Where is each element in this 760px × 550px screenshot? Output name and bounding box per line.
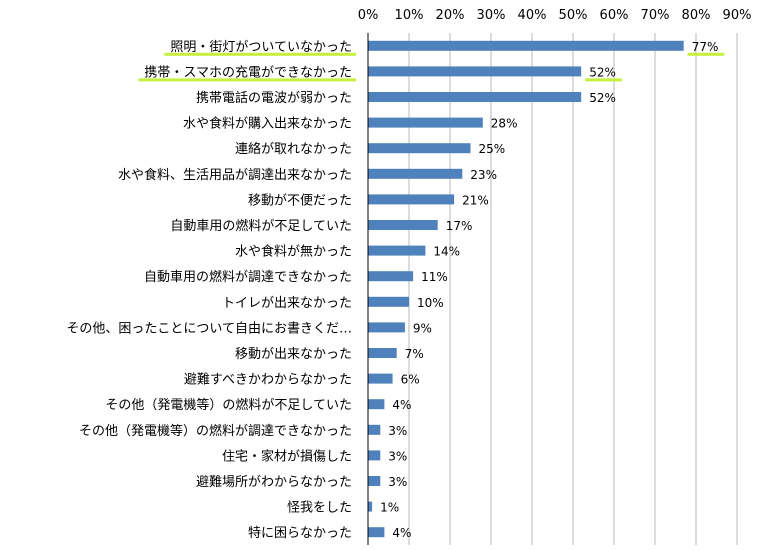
x-tick-label: 20% (436, 8, 465, 23)
data-label: 77% (692, 40, 719, 54)
data-labels: 77% 52% 52% 28% 25% 23% 21% 17% 14% 11% 10% 9% 7% 6% 4… (380, 40, 718, 540)
bars (368, 40, 684, 538)
x-tick-label: 40% (518, 8, 547, 23)
category-label: 特に困らなかった (248, 526, 352, 541)
x-tick-label: 0% (358, 8, 379, 23)
data-label: 21% (462, 193, 489, 207)
category-labels: 照明・街灯がついていなかった携帯・スマホの充電ができなかった携帯電話の電波が弱か… (66, 40, 352, 541)
category-label: トイレが出来なかった (222, 296, 352, 311)
category-label: 水や食料、生活用品が調達出来なかった (118, 167, 352, 183)
data-label: 52% (589, 65, 616, 79)
category-label: 移動が出来なかった (235, 347, 352, 362)
category-label: その他（発電機等）の燃料が調達できなかった (79, 423, 352, 439)
bar (368, 92, 582, 102)
category-label: 自動車用の燃料が不足していた (170, 218, 352, 234)
data-label: 6% (401, 373, 420, 387)
bar (368, 220, 438, 230)
x-tick-label: 50% (559, 8, 588, 23)
data-label: 25% (479, 142, 506, 156)
category-label: 照明・街灯がついていなかった (170, 40, 352, 55)
category-label: 避難すべきかわからなかった (184, 373, 352, 388)
data-label: 7% (405, 347, 424, 361)
bar (368, 348, 397, 358)
bar (368, 399, 385, 410)
data-label: 17% (446, 219, 473, 233)
x-axis-ticks: 0% 10% 20% 30% 40% 50% 60% 70% 80% 90% (358, 8, 752, 23)
category-label: その他（発電機等）の燃料が不足していた (105, 397, 352, 413)
bar (368, 476, 381, 486)
category-label: 移動が不便だった (248, 193, 352, 208)
data-label: 4% (392, 526, 411, 540)
category-label: 住宅・家材が損傷した (222, 448, 352, 464)
data-label: 1% (380, 501, 399, 515)
bar (368, 373, 393, 384)
category-label: 携帯電話の電波が弱かった (196, 90, 352, 106)
data-label: 52% (589, 91, 616, 105)
x-tick-label: 80% (682, 8, 711, 23)
x-tick-label: 90% (723, 8, 752, 23)
x-tick-label: 10% (395, 8, 424, 23)
category-label: 水や食料が購入出来なかった (183, 116, 352, 132)
data-label: 14% (433, 245, 460, 259)
bar (368, 450, 381, 461)
bar (368, 322, 405, 333)
bar (368, 296, 409, 307)
data-label: 4% (392, 398, 411, 412)
data-label-highlight (687, 52, 725, 56)
x-tick-label: 30% (477, 8, 506, 23)
category-label: 自動車用の燃料が調達できなかった (144, 269, 352, 285)
bar (368, 271, 414, 282)
data-label: 28% (491, 117, 518, 131)
bar (368, 527, 385, 538)
bar (368, 66, 582, 77)
bar (368, 424, 381, 435)
category-label: 怪我をした (287, 501, 352, 516)
data-label: 23% (470, 168, 497, 182)
bar (368, 117, 483, 128)
bar (368, 245, 426, 256)
category-label: 携帯・スマホの充電ができなかった (144, 64, 352, 80)
bar (368, 40, 684, 51)
bar (368, 501, 373, 512)
category-highlight (164, 52, 356, 56)
bar (368, 194, 455, 205)
x-tick-label: 60% (600, 8, 629, 23)
category-label: 水や食料が無かった (235, 244, 352, 260)
data-label-highlight (585, 78, 622, 82)
bar (368, 168, 463, 179)
x-tick-label: 70% (641, 8, 670, 23)
category-label: 連絡が取れなかった (235, 141, 352, 157)
category-label: その他、困ったことについて自由にお書きくだ… (66, 321, 352, 336)
gridlines (367, 33, 738, 545)
data-label: 3% (388, 449, 407, 463)
data-label: 3% (388, 475, 407, 489)
data-label: 9% (413, 321, 432, 335)
category-label: 避難場所がわからなかった (196, 475, 352, 490)
bar (368, 143, 471, 154)
category-highlight (138, 78, 356, 82)
data-label: 3% (388, 424, 407, 438)
data-label: 11% (421, 270, 448, 284)
highlight-marks (138, 52, 725, 82)
data-label: 10% (417, 296, 444, 310)
